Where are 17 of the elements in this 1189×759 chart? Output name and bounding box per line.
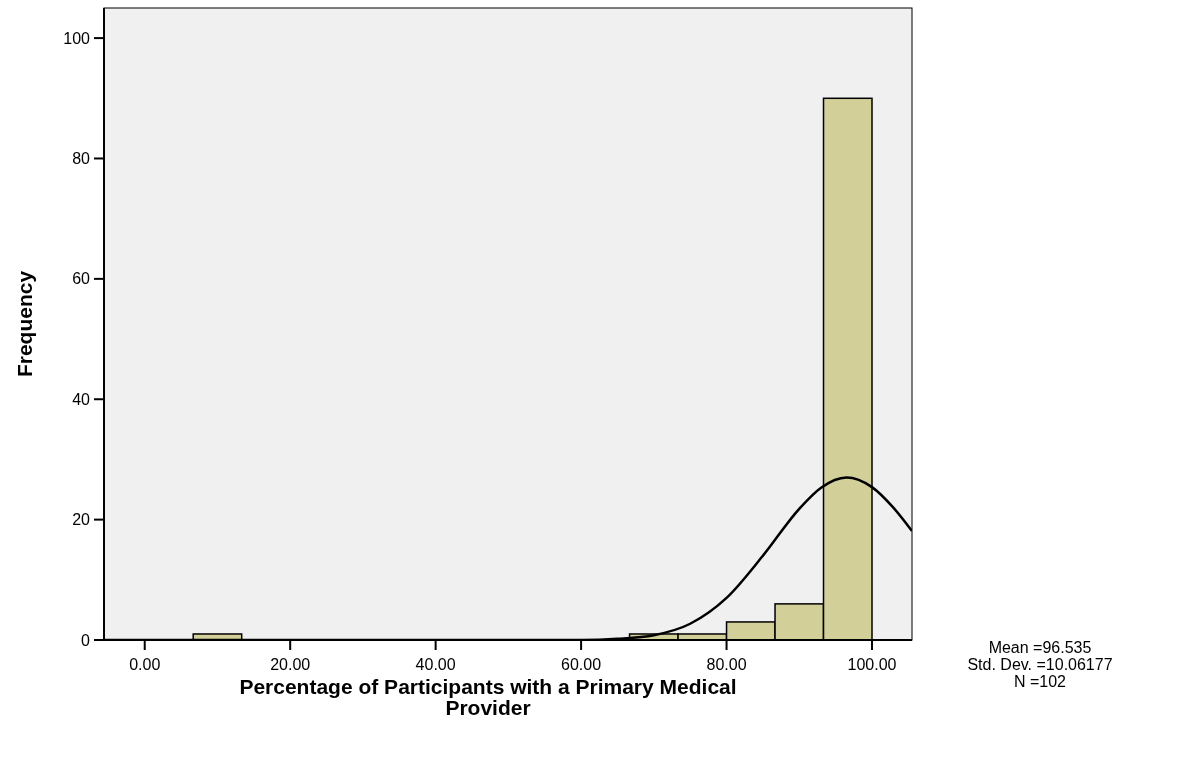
text: Mean =96.535: [988, 639, 1092, 656]
x-tick-label: 80.00: [706, 656, 747, 673]
y-tick-label: 40: [72, 390, 91, 408]
text: N =102: [1013, 673, 1067, 690]
x-tick-label: 0.00: [129, 656, 161, 673]
x-tick-label: 40.00: [415, 656, 456, 673]
y-tick-label: 100: [63, 29, 91, 47]
x-axis-title: Percentage of Participants with a Primary Medical Provider: [239, 675, 737, 719]
text: Std. Dev. =10.06177: [967, 656, 1113, 673]
x-tick-label: 20.00: [270, 656, 311, 673]
x-tick-label: 100.00: [847, 656, 897, 673]
y-tick-label: 60: [72, 270, 91, 288]
y-tick-label: 80: [72, 150, 91, 168]
y-tick-label: 0: [81, 631, 91, 649]
x-tick-label: 60.00: [561, 656, 602, 673]
y-axis-title: Frequency: [13, 270, 36, 378]
y-tick-label: 20: [72, 511, 91, 529]
